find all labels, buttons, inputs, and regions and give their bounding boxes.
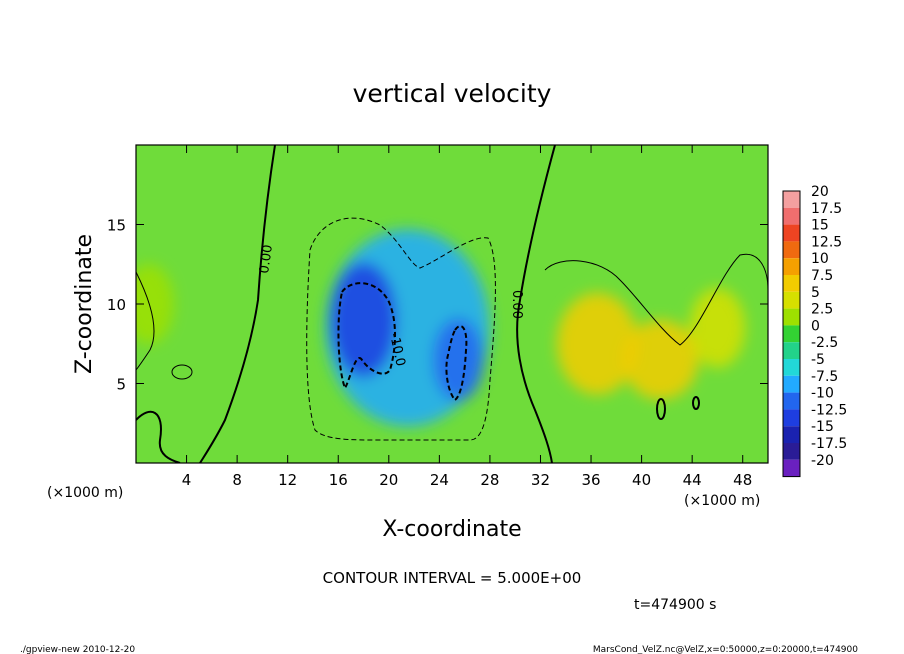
- contour-minus-10-a: [337, 282, 396, 391]
- zero-contour-bottom-left: [136, 410, 181, 463]
- colorbar-label: 20: [811, 184, 829, 200]
- colorbar-label: 5: [811, 285, 820, 301]
- colorbar-swatch: [783, 325, 800, 343]
- colorbar-label: 15: [811, 218, 829, 234]
- x-tick-label: 44: [683, 471, 702, 489]
- contour-minus-5: [306, 217, 496, 441]
- contour-positive-5: [544, 253, 768, 346]
- y-tick-label: 15: [107, 217, 126, 235]
- x-tick-label: 32: [531, 471, 550, 489]
- colorbar-swatch: [783, 291, 800, 309]
- plot-area: 0.00 0.00 -10.0: [136, 145, 768, 463]
- field-blob-6: [136, 264, 174, 344]
- field-blob-2: [433, 318, 484, 401]
- contour-small-blob: [171, 364, 193, 380]
- colorbar-swatch: [783, 241, 800, 259]
- colorbar-swatch: [783, 308, 800, 326]
- colorbar-label: 10: [811, 251, 829, 267]
- field-blob-4: [622, 319, 699, 400]
- x-axis-ticks: 4 8 12 16 20 24 28 32 36 40 44 48: [182, 145, 752, 489]
- x-tick-label: 16: [329, 471, 348, 489]
- colorbar-frame: [782, 190, 801, 478]
- field-blobs: [136, 229, 746, 427]
- x-tick-label: 8: [232, 471, 242, 489]
- footer-right: MarsCond_VelZ.nc@VelZ,x=0:50000,z=0:2000…: [593, 645, 858, 654]
- colorbar-label: -7.5: [811, 369, 838, 385]
- contour-label-minus-ten: -10.0: [386, 332, 408, 368]
- colorbar-label: -17.5: [811, 436, 847, 452]
- x-unit-left: (×1000 m): [47, 485, 123, 501]
- y-axis-ticks: 5 10 15: [107, 217, 768, 394]
- contour-label-zero-right: 0.00: [509, 290, 524, 319]
- x-tick-label: 24: [430, 471, 449, 489]
- colorbar-label: -5: [811, 352, 825, 368]
- colorbar-swatch: [783, 258, 800, 275]
- colorbar-swatch: [783, 459, 800, 477]
- colorbar-swatch: [783, 275, 800, 292]
- colorbar-label: 12.5: [811, 234, 842, 250]
- x-tick-label: 20: [379, 471, 398, 489]
- colorbar-label: 2.5: [811, 302, 833, 318]
- colorbar-label: -15: [811, 419, 834, 435]
- colorbar-swatch: [783, 409, 800, 427]
- colorbar-swatch: [783, 191, 800, 208]
- negative-contours: [306, 217, 496, 441]
- colorbar-swatch: [783, 375, 800, 393]
- colorbar: 2017.51512.5107.552.50-2.5-5-7.5-10-12.5…: [782, 184, 847, 478]
- colorbar-label: -20: [811, 453, 834, 469]
- contour-lines: [136, 145, 768, 463]
- contour-positive-blob-1: [656, 398, 666, 420]
- colorbar-swatch: [783, 426, 800, 443]
- x-tick-label: 40: [632, 471, 651, 489]
- colorbar-label: -12.5: [811, 402, 847, 418]
- colorbar-label: 0: [811, 318, 820, 334]
- x-tick-label: 4: [182, 471, 192, 489]
- colorbar-swatch: [783, 359, 800, 376]
- contour-minus-10-b: [445, 325, 468, 402]
- x-tick-label: 48: [733, 471, 752, 489]
- x-tick-label: 12: [278, 471, 297, 489]
- chart-title: vertical velocity: [353, 79, 552, 108]
- colorbar-swatch: [783, 224, 800, 242]
- y-tick-label: 10: [107, 296, 126, 314]
- x-tick-label: 36: [581, 471, 600, 489]
- zero-contour-right: [516, 145, 556, 463]
- y-tick-label: 5: [116, 376, 126, 394]
- colorbar-label: 7.5: [811, 268, 833, 284]
- colorbar-swatch: [783, 342, 800, 359]
- footer-left: ./gpview-new 2010-12-20: [20, 645, 135, 654]
- colorbar-label: -10: [811, 386, 834, 402]
- contour-positive-left: [136, 271, 155, 371]
- contour-positive-blob-2: [692, 396, 700, 410]
- colorbar-label: 17.5: [811, 201, 842, 217]
- colorbar-label: -2.5: [811, 335, 838, 351]
- contour-interval: CONTOUR INTERVAL = 5.000E+00: [323, 569, 582, 587]
- x-axis-label: X-coordinate: [382, 517, 521, 542]
- x-unit-right: (×1000 m): [684, 493, 760, 509]
- colorbar-swatch: [783, 207, 800, 225]
- x-tick-label: 28: [480, 471, 499, 489]
- y-axis-label: Z-coordinate: [72, 234, 97, 374]
- field-blob-3: [556, 292, 638, 395]
- contour-label-zero-left: 0.00: [257, 244, 276, 275]
- zero-contour-left: [199, 145, 276, 463]
- colorbar-swatch: [783, 392, 800, 410]
- time-stamp: t=474900 s: [634, 597, 716, 613]
- field-blob-5: [689, 288, 746, 368]
- colorbar-swatch: [783, 443, 800, 460]
